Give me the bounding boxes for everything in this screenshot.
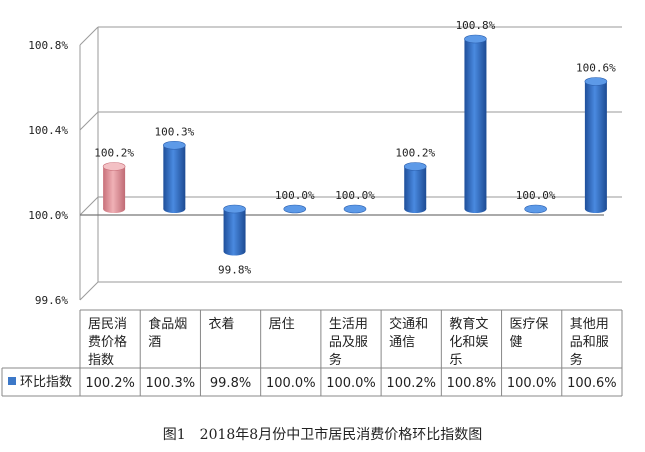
figure-caption: 图1 2018年8月份中卫市居民消费价格环比指数图	[162, 427, 483, 443]
bar-bottom	[464, 205, 487, 213]
legend-swatch	[8, 377, 16, 385]
data-label: 100.0%	[516, 189, 556, 202]
category-label: 费价格	[88, 334, 127, 350]
table-value: 100.0%	[507, 376, 557, 391]
category-label: 教育文	[449, 316, 488, 332]
category-label: 务	[570, 352, 583, 368]
bar-bottom	[584, 205, 607, 213]
bar	[163, 140, 186, 213]
y-tick-label: 99.6%	[35, 294, 68, 307]
bar-top	[283, 204, 307, 214]
data-label: 100.8%	[456, 19, 496, 32]
data-label: 100.2%	[395, 147, 435, 160]
category-label: 化和娱	[449, 335, 488, 350]
category-label: 其他用	[570, 317, 609, 332]
bar	[584, 77, 608, 213]
bar-top	[343, 204, 367, 214]
grid-line-diag	[79, 281, 99, 301]
data-label: 99.8%	[218, 264, 251, 277]
category-label: 品和服	[570, 335, 609, 350]
bar	[524, 204, 547, 214]
bar-top	[223, 204, 246, 214]
grid-lines	[79, 26, 622, 301]
category-label: 健	[510, 335, 523, 350]
table-value: 100.6%	[567, 376, 617, 391]
y-tick-label: 100.4%	[28, 124, 68, 137]
category-label: 指数	[88, 353, 114, 368]
bar-body	[223, 209, 246, 252]
bar-bottom	[163, 205, 186, 213]
bar	[464, 34, 487, 213]
y-tick-label: 100.0%	[28, 209, 68, 222]
category-label: 务	[329, 352, 342, 368]
y-tick-label: 100.8%	[28, 39, 68, 52]
bar-body	[163, 145, 186, 209]
bar-top	[584, 77, 608, 86]
y-tick-labels: 99.6% 100.0% 100.4% 100.8%	[28, 39, 68, 307]
table-value: 100.2%	[386, 376, 436, 391]
bar-bottom	[404, 205, 427, 213]
category-label: 居住	[269, 317, 295, 332]
bar-top	[163, 140, 186, 150]
data-label: 100.0%	[335, 189, 375, 202]
data-label: 100.6%	[576, 62, 616, 75]
table-value: 100.3%	[146, 376, 196, 391]
category-label: 乐	[449, 353, 462, 368]
bars	[102, 34, 608, 256]
category-label: 衣着	[208, 316, 234, 332]
data-labels: 100.2% 100.3% 99.8% 100.0% 100.0% 100.2% 100.8…	[94, 19, 616, 277]
bar	[403, 162, 427, 213]
category-label: 居民消	[88, 317, 127, 332]
category-label: 酒	[148, 335, 161, 350]
data-label: 100.3%	[154, 125, 194, 138]
bar-body	[584, 81, 607, 209]
grid-line-diag	[79, 26, 99, 46]
bar-top	[464, 34, 487, 44]
grid-line-diag	[79, 111, 99, 131]
category-label: 食品烟	[148, 316, 187, 332]
table-value: 99.8%	[210, 376, 251, 391]
bar-body	[464, 39, 487, 209]
table-value: 100.2%	[85, 376, 135, 391]
category-label: 交通和	[389, 316, 428, 332]
bar	[283, 204, 307, 214]
grid-line-diag	[79, 196, 99, 216]
bar-top	[102, 162, 126, 171]
category-label: 生活用	[329, 317, 368, 332]
bar-top	[524, 204, 547, 214]
bar	[102, 162, 126, 213]
category-label: 通信	[389, 335, 415, 350]
category-label: 品及服	[329, 335, 368, 350]
bar-bottom	[103, 205, 126, 213]
bar-bottom	[223, 247, 246, 256]
table-value: 100.0%	[326, 376, 376, 391]
bar-body	[103, 166, 126, 209]
bar	[223, 204, 246, 256]
data-label: 100.0%	[275, 189, 315, 202]
bar-body	[404, 166, 427, 209]
legend-label: 环比指数	[20, 375, 72, 390]
bar	[343, 204, 367, 214]
bar-top	[403, 162, 427, 171]
table-value: 100.0%	[266, 376, 316, 391]
category-label: 医疗保	[510, 317, 549, 332]
data-label: 100.2%	[94, 147, 134, 160]
table-value: 100.8%	[447, 376, 497, 391]
